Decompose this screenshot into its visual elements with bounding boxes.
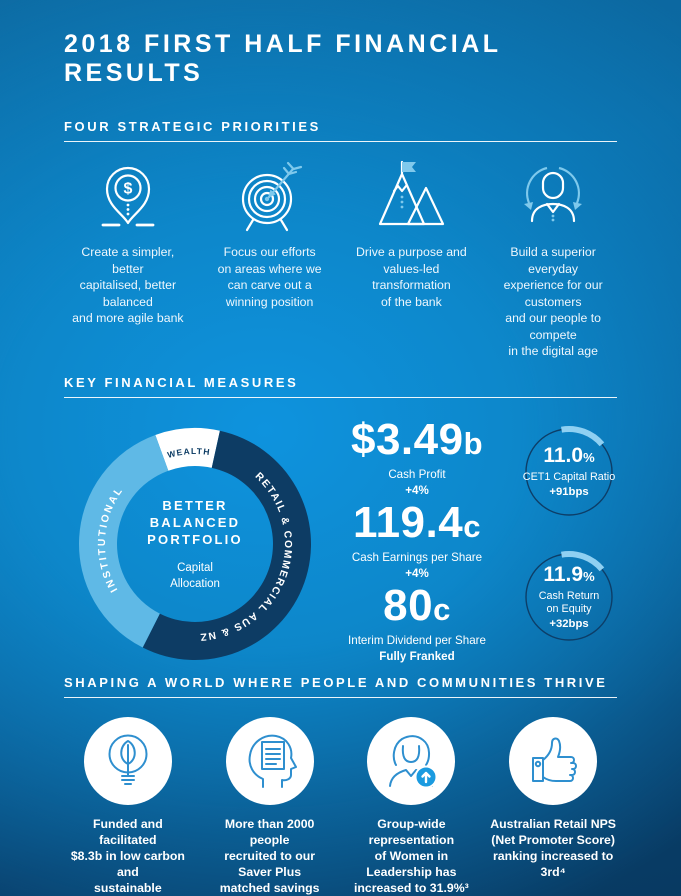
- community-caption: More than 2000 people recruited to our S…: [219, 816, 320, 895]
- strategic-priorities-row: $ Create a simpler, better capitalised, …: [64, 142, 617, 360]
- svg-text:Capital: Capital: [177, 562, 213, 574]
- stat-change: +4%: [405, 483, 429, 497]
- section-divider: [64, 141, 617, 142]
- gauge-label: CET1 Capital Ratio: [522, 471, 616, 483]
- capital-allocation-donut-chart: WEALTH RETAIL & COMMERCIAL AUS & NZ INSTIT…: [77, 426, 313, 662]
- mountain-flag-icon: [379, 160, 445, 226]
- gauge-cet1-capital-ratio: 11.0% CET1 Capital Ratio +91bps: [521, 424, 617, 520]
- stat-label: Cash Profit: [388, 467, 446, 481]
- priority-item: Drive a purpose and values-led transform…: [348, 142, 476, 360]
- priority-caption: Focus our efforts on areas where we can …: [217, 245, 322, 309]
- gauge-unit: %: [583, 450, 595, 465]
- section-divider: [64, 396, 617, 398]
- priority-item: Build a superior everyday experience for…: [489, 142, 617, 360]
- stat-value: 119.4: [353, 497, 464, 547]
- community-caption: Funded and facilitated $8.3b in low carb…: [70, 816, 185, 895]
- gauge-ring-icon: [525, 425, 613, 516]
- community-item: More than 2000 people recruited to our S…: [206, 698, 334, 896]
- svg-text:$: $: [123, 181, 132, 198]
- priority-caption: Build a superior everyday experience for…: [503, 245, 603, 358]
- women-leadership-icon: [389, 734, 438, 788]
- svg-text:PORTFOLIO: PORTFOLIO: [147, 532, 243, 547]
- stat-change: +4%: [405, 566, 429, 580]
- community-caption: Australian Retail NPS (Net Promoter Scor…: [490, 816, 616, 879]
- priority-caption: Drive a purpose and values-led transform…: [356, 245, 467, 309]
- stat-suffix: c: [433, 591, 451, 627]
- key-financial-measures-row: WEALTH RETAIL & COMMERCIAL AUS & NZ INSTIT…: [64, 416, 617, 664]
- stat-label: Interim Dividend per Share: [348, 633, 486, 647]
- stat-value: 80: [383, 580, 434, 630]
- stat-suffix: b: [463, 425, 484, 461]
- page-title: 2018 FIRST HALF FINANCIAL RESULTS: [64, 30, 502, 87]
- community-item: Australian Retail NPS (Net Promoter Scor…: [489, 698, 617, 896]
- community-item: Funded and facilitated $8.3b in low carb…: [64, 698, 192, 896]
- infographic-page: 2018 FIRST HALF FINANCIAL RESULTS FOUR S…: [64, 0, 617, 896]
- stat-suffix: c: [463, 508, 481, 544]
- svg-text:Allocation: Allocation: [170, 578, 220, 590]
- target-arrow-icon: [241, 161, 302, 232]
- community-caption: Group-wide representation of Women in Le…: [353, 816, 469, 895]
- thumbs-up-icon: [532, 737, 578, 782]
- priority-item: Focus our efforts on areas where we can …: [206, 142, 334, 360]
- stat-value: $3.49: [350, 414, 464, 464]
- section-divider: [64, 696, 617, 698]
- svg-text:BETTER: BETTER: [162, 498, 227, 513]
- section-heading-measures: KEY FINANCIAL MEASURES: [64, 374, 299, 390]
- gauge-value: 11.0: [543, 444, 584, 467]
- eco-bulb-icon: [108, 734, 148, 785]
- svg-text:BALANCED: BALANCED: [150, 515, 241, 530]
- head-document-icon: [248, 734, 297, 788]
- stat-cash-profit: $3.49b Cash Profit +4%: [327, 417, 507, 498]
- section-heading-priorities: FOUR STRATEGIC PRIORITIES: [64, 119, 321, 134]
- priority-caption: Create a simpler, better capitalised, be…: [72, 245, 184, 325]
- stat-change: Fully Franked: [379, 649, 455, 663]
- community-item: Group-wide representation of Women in Le…: [348, 698, 476, 896]
- dollar-pin-icon: $: [101, 166, 155, 227]
- gauge-cash-return-on-equity: 11.9% Cash Return on Equity +32bps: [521, 549, 617, 645]
- gauge-change: +32bps: [549, 617, 589, 630]
- community-row: Funded and facilitated $8.3b in low carb…: [64, 698, 617, 896]
- stat-cash-earnings: 119.4c Cash Earnings per Share +4%: [327, 500, 507, 581]
- customer-cycle-icon: [524, 166, 583, 223]
- gauge-unit: %: [583, 568, 595, 584]
- gauges-column: 11.0% CET1 Capital Ratio +91bps 11.9% Ca…: [521, 424, 617, 645]
- gauge-value: 11.9: [543, 562, 584, 586]
- gauge-label: Cash Return on Equity: [538, 589, 600, 615]
- section-heading-community: SHAPING A WORLD WHERE PEOPLE AND COMMUNI…: [64, 674, 608, 690]
- gauge-change: +91bps: [549, 486, 589, 498]
- stat-label: Cash Earnings per Share: [351, 550, 483, 564]
- gauge-ring-icon: [525, 550, 613, 641]
- priority-item: $ Create a simpler, better capitalised, …: [64, 142, 192, 360]
- stat-interim-dividend: 80c Interim Dividend per Share Fully Fra…: [327, 583, 507, 664]
- stats-column: $3.49b Cash Profit +4% 119.4c Cash Earni…: [327, 417, 507, 664]
